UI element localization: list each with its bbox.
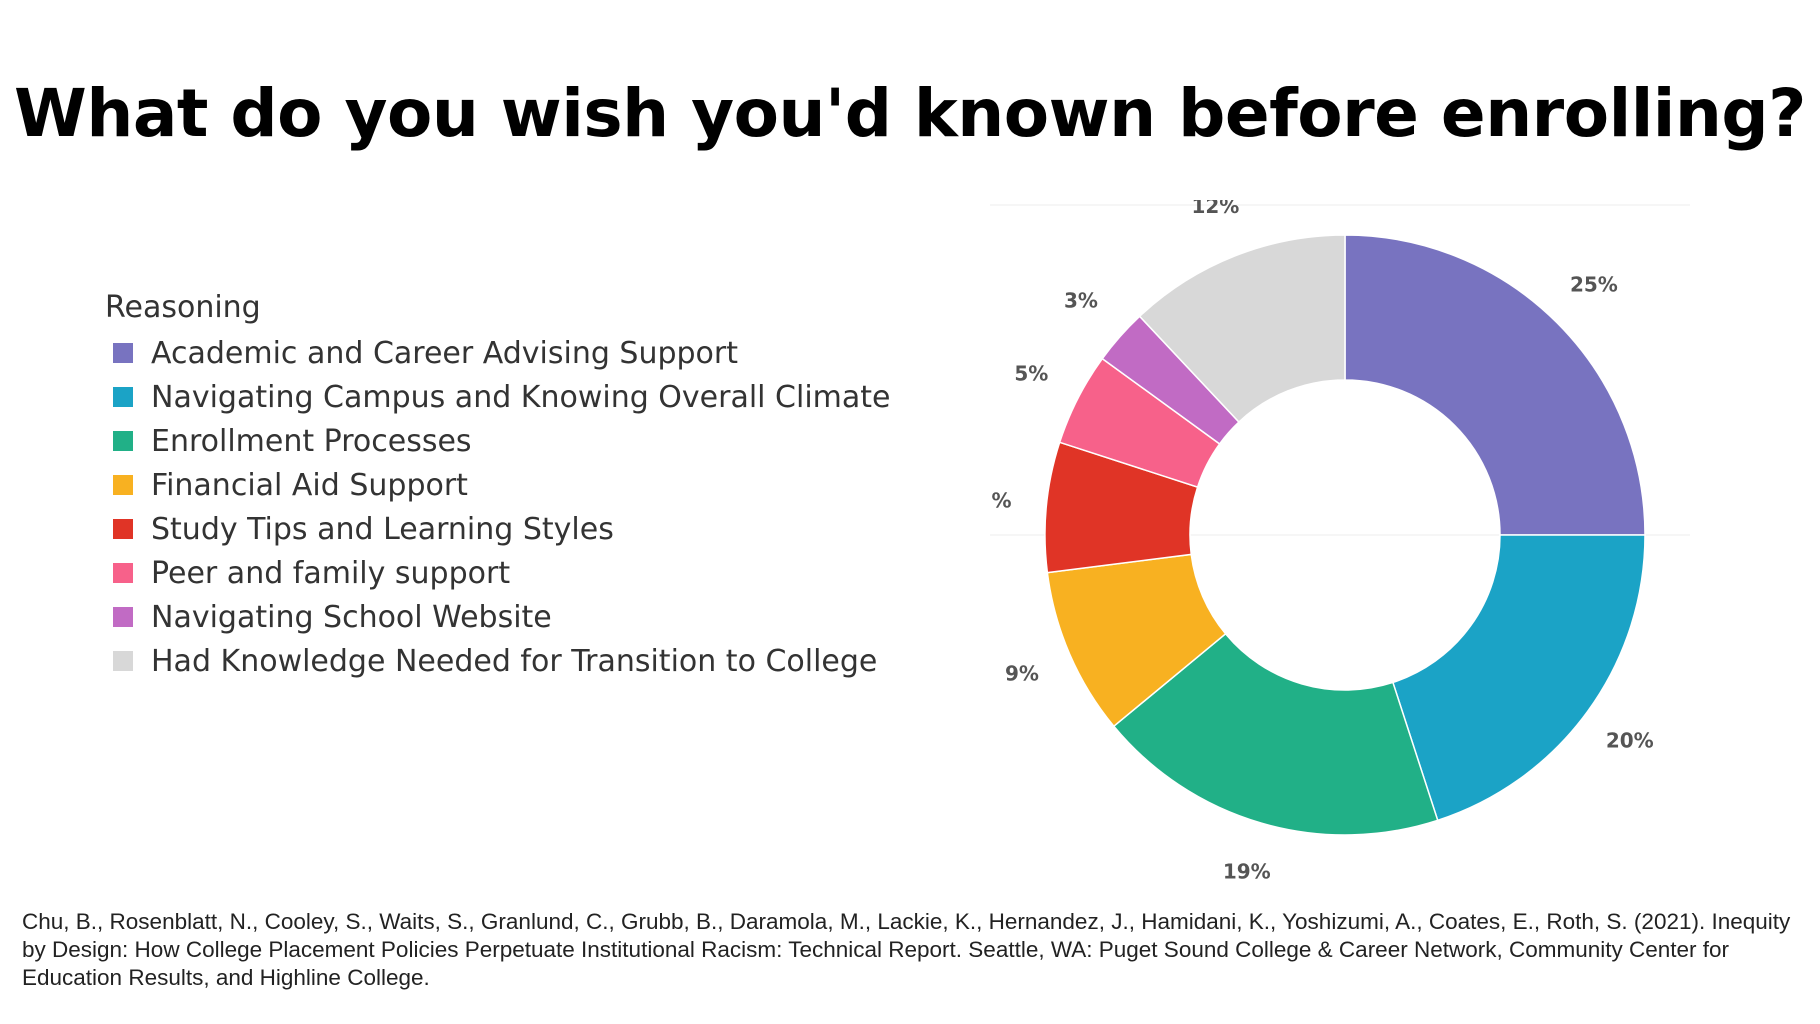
legend-swatch <box>113 651 133 671</box>
slice-label: 25% <box>1570 273 1618 297</box>
slice-label: 20% <box>1606 728 1654 752</box>
donut-slice[interactable] <box>1112 632 1439 836</box>
legend-swatch <box>113 475 133 495</box>
chart-title: What do you wish you'd known before enro… <box>14 75 1806 152</box>
slice-label: 7% <box>990 488 1012 512</box>
legend-swatch <box>113 343 133 363</box>
slice-label: 3% <box>1064 289 1098 313</box>
legend-title: Reasoning <box>105 290 261 325</box>
legend-label: Peer and family support <box>151 555 511 591</box>
legend-item[interactable]: Enrollment Processes <box>105 419 890 463</box>
legend-label: Navigating Campus and Knowing Overall Cl… <box>151 379 891 415</box>
legend-swatch <box>113 519 133 539</box>
slice-label: 12% <box>1191 200 1239 218</box>
legend-swatch <box>113 607 133 627</box>
legend-item[interactable]: Financial Aid Support <box>105 463 890 507</box>
slice-label: 19% <box>1223 860 1271 880</box>
legend-label: Academic and Career Advising Support <box>151 335 739 371</box>
legend-label: Had Knowledge Needed for Transition to C… <box>151 643 878 679</box>
legend-swatch <box>113 387 133 407</box>
legend-item[interactable]: Navigating Campus and Knowing Overall Cl… <box>105 375 890 419</box>
legend-label: Study Tips and Learning Styles <box>151 511 614 547</box>
legend-swatch <box>113 431 133 451</box>
donut-slice[interactable] <box>1138 234 1346 424</box>
slice-label: 9% <box>1005 661 1039 685</box>
legend-item[interactable]: Study Tips and Learning Styles <box>105 507 890 551</box>
legend-swatch <box>113 563 133 583</box>
donut-labels: 25% 20% 19% 9% 7% 5% 3% 12% <box>990 200 1654 880</box>
donut-slices <box>1044 234 1646 836</box>
donut-slice[interactable] <box>1344 234 1646 536</box>
donut-chart: 25% 20% 19% 9% 7% 5% 3% 12% <box>990 200 1690 880</box>
legend-item[interactable]: Navigating School Website <box>105 595 890 639</box>
chart-legend: Reasoning Academic and Career Advising S… <box>105 290 890 683</box>
slice-label: 5% <box>1014 362 1048 386</box>
citation: Chu, B., Rosenblatt, N., Cooley, S., Wai… <box>22 909 1791 990</box>
legend-label: Financial Aid Support <box>151 467 468 503</box>
legend-label: Enrollment Processes <box>151 423 472 459</box>
legend-item[interactable]: Academic and Career Advising Support <box>105 331 890 375</box>
legend-item[interactable]: Peer and family support <box>105 551 890 595</box>
legend-label: Navigating School Website <box>151 599 552 635</box>
donut-slice[interactable] <box>1391 534 1646 822</box>
legend-item[interactable]: Had Knowledge Needed for Transition to C… <box>105 639 890 683</box>
